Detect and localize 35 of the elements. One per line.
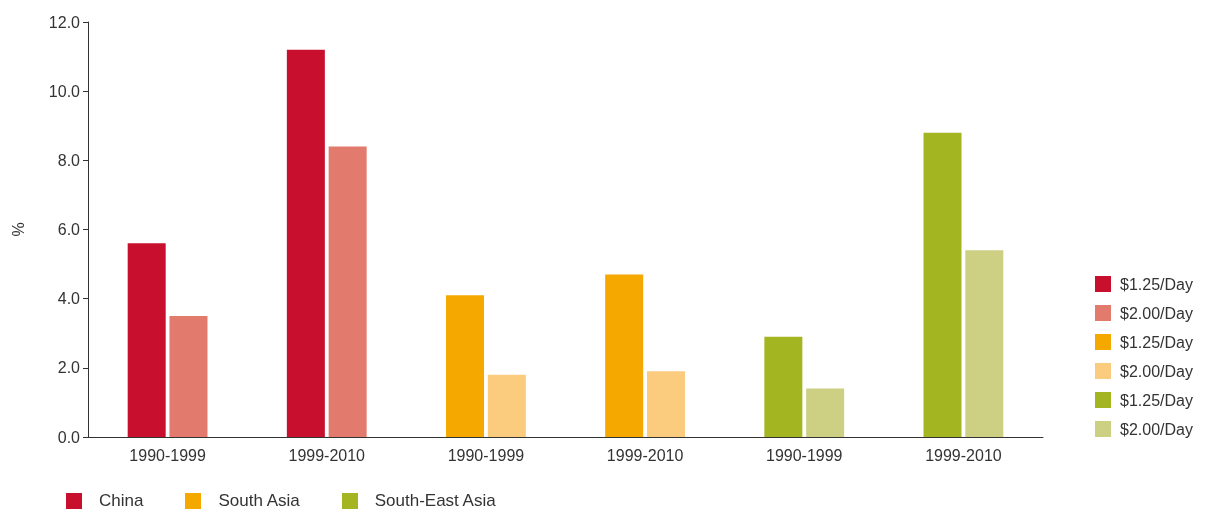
y-tick-label: 0.0: [57, 428, 81, 446]
y-tick-label: 10.0: [48, 82, 81, 100]
legend-label: $2.00/Day: [1120, 362, 1193, 380]
text: South-East Asia: [374, 491, 496, 511]
bar: [965, 250, 1004, 437]
bar: [806, 388, 845, 437]
bar: [169, 315, 208, 437]
y-tick-label: 12.0: [48, 13, 81, 31]
x-tick-label: 1990-1999: [129, 446, 206, 464]
y-tick-label: 8.0: [57, 151, 81, 169]
bar: [646, 371, 685, 437]
bar: [605, 274, 644, 437]
legend-label: $1.25/Day: [1120, 391, 1193, 409]
y-axis-title: %: [9, 222, 27, 237]
bar: [286, 49, 325, 437]
bar: [446, 295, 485, 437]
x-tick-label: 1990-1999: [765, 446, 843, 464]
bar: [487, 374, 526, 437]
y-tick-label: 6.0: [57, 221, 81, 238]
legend-label: $2.00/Day: [1120, 304, 1193, 322]
y-tick-label: 2.0: [57, 359, 81, 377]
legend-label: $1.25/Day: [1120, 333, 1193, 351]
bar: [328, 146, 367, 437]
bar: [764, 336, 803, 437]
y-tick-label: 4.0: [57, 290, 81, 308]
x-tick-label: 1999-2010: [925, 446, 1002, 464]
legend-label: $2.00/Day: [1120, 420, 1193, 438]
text: China: [99, 491, 144, 511]
bar: [127, 243, 166, 437]
legend-label: $1.25/Day: [1120, 275, 1193, 293]
x-tick-label: 1990-1999: [447, 446, 525, 464]
bar: [923, 132, 962, 437]
x-tick-label: 1999-2010: [606, 446, 684, 464]
text: South Asia: [218, 491, 300, 511]
x-tick-label: 1999-2010: [288, 446, 366, 464]
